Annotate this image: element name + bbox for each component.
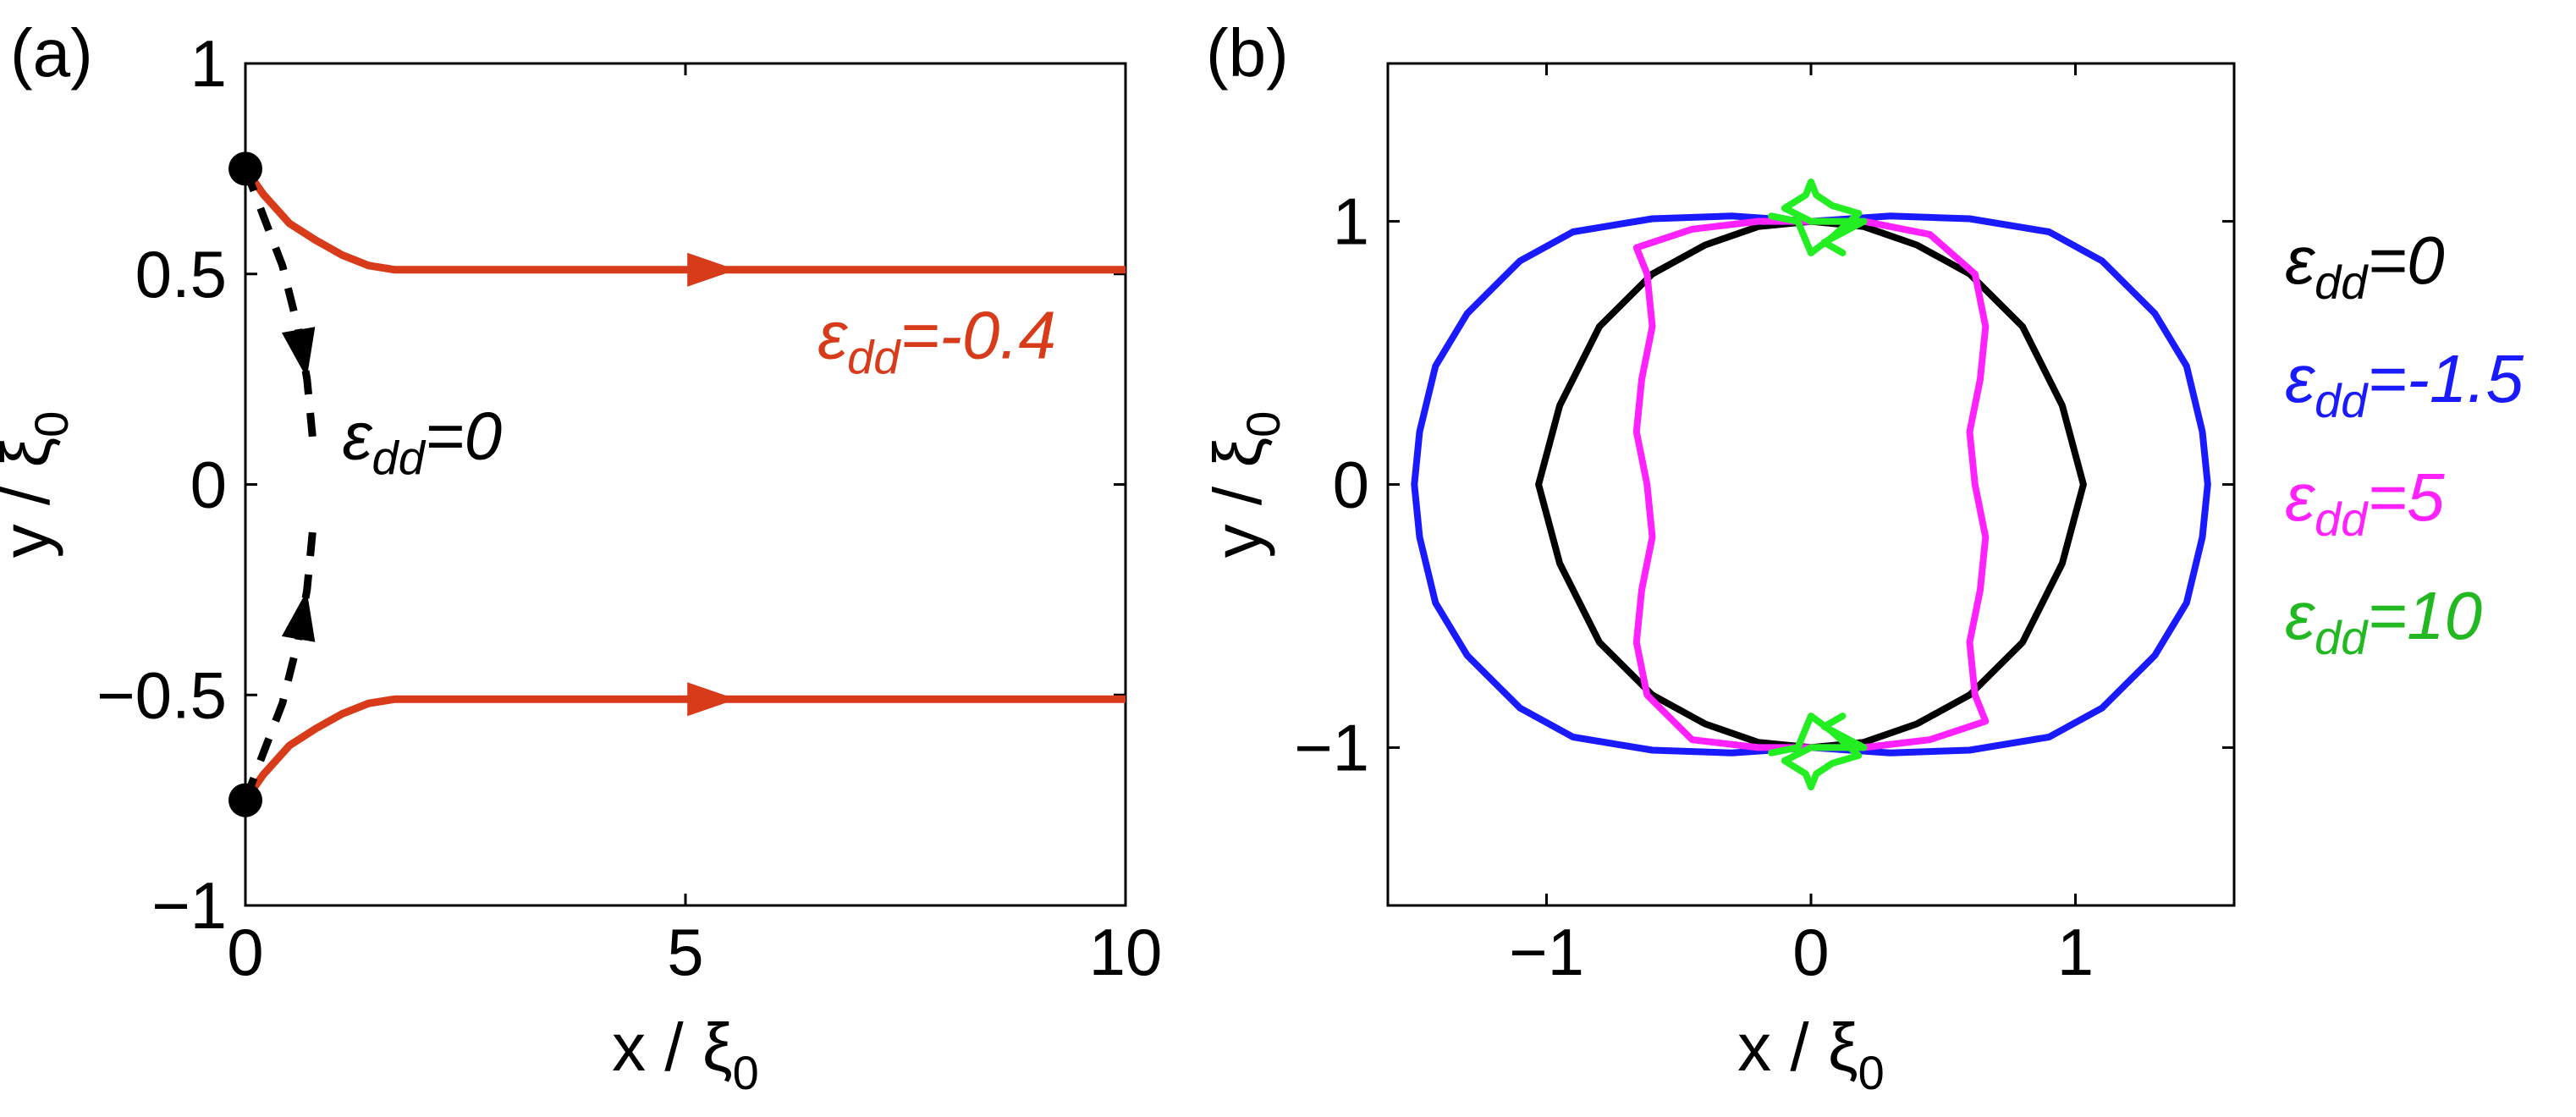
legend-entry: εdd=0 <box>2285 223 2445 309</box>
series-line-5 <box>1768 713 1868 791</box>
y-tick-label: −1 <box>1294 710 1369 784</box>
panel-label: (a) <box>10 15 93 91</box>
series-line-4 <box>245 513 318 802</box>
y-tick-label: 0 <box>190 448 227 522</box>
annotation-label: εdd=0 <box>342 399 502 485</box>
series-line-4 <box>1768 178 1868 256</box>
y-tick-label: −1 <box>151 868 227 943</box>
direction-arrow <box>281 327 316 378</box>
x-axis-label: x / ξ0 <box>612 1010 759 1099</box>
x-tick-label: 0 <box>1792 915 1829 989</box>
y-tick-label: 1 <box>190 26 227 101</box>
series-line-3 <box>245 167 318 456</box>
series-line-2 <box>1411 212 2211 757</box>
y-tick-label: 0 <box>1333 448 1369 522</box>
series-line-3 <box>1632 217 1990 751</box>
panel-label: (b) <box>1206 15 1289 91</box>
x-tick-label: 0 <box>227 915 263 989</box>
x-tick-label: 10 <box>1089 915 1163 989</box>
y-tick-label: 1 <box>1333 184 1369 259</box>
legend-entry: εdd=5 <box>2285 459 2445 546</box>
legend: εdd=0 εdd=-1.5 εdd=5 εdd=10 <box>2285 223 2524 664</box>
direction-arrow <box>281 591 316 642</box>
chart-panel-a: 0 5 10 −1 −0.5 0 0.5 1 x / ξ0 y / ξ0 (a) εdd=-0.4 εd… <box>0 15 1162 1099</box>
x-tick-label: 5 <box>667 915 703 989</box>
y-tick-label: 0.5 <box>135 237 227 311</box>
legend-entry: εdd=10 <box>2285 578 2482 664</box>
x-tick-label: 1 <box>2057 915 2094 989</box>
y-axis-label: y / ξ0 <box>1200 411 1290 558</box>
start-point <box>228 151 262 186</box>
y-axis-label: y / ξ0 <box>0 411 78 558</box>
plot-area <box>245 164 1126 805</box>
x-tick-label: −1 <box>1509 915 1584 989</box>
direction-arrow <box>687 252 737 287</box>
legend-entry: εdd=-1.5 <box>2285 341 2524 427</box>
x-axis-label: x / ξ0 <box>1737 1010 1885 1099</box>
direction-arrow <box>687 682 737 717</box>
series-line-1 <box>1535 217 2087 751</box>
plot-area <box>1411 178 2211 791</box>
y-tick-label: −0.5 <box>96 658 227 732</box>
start-point <box>228 783 262 817</box>
series-line-2 <box>245 695 1126 805</box>
annotation-label: εdd=-0.4 <box>817 297 1056 383</box>
series-line-1 <box>245 164 1126 274</box>
